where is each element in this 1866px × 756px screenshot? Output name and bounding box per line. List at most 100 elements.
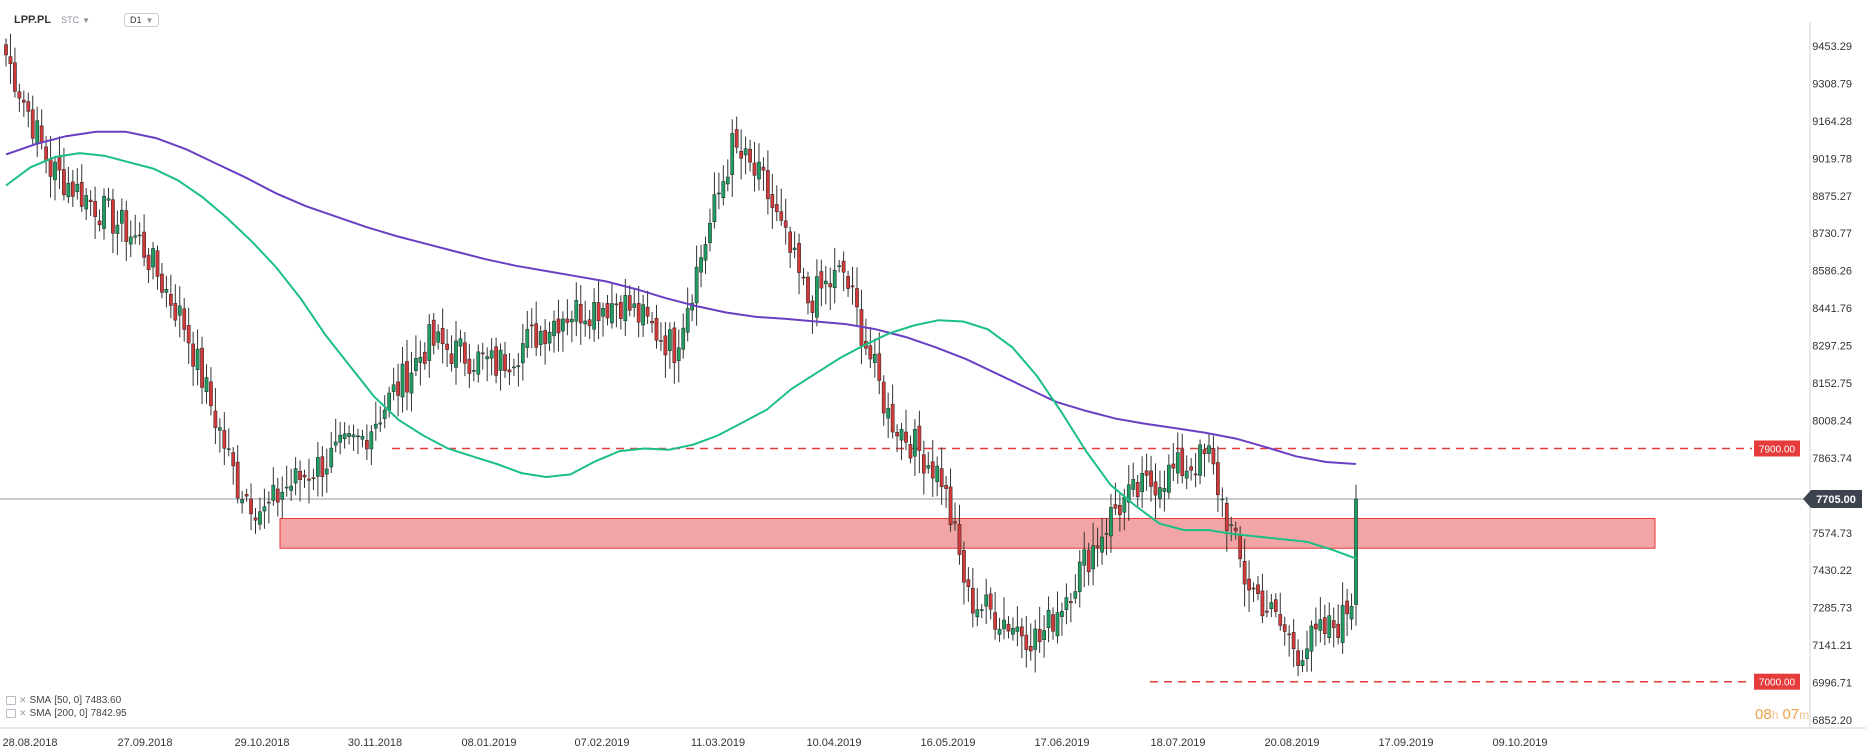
candle-body bbox=[516, 365, 521, 368]
candle-body bbox=[164, 288, 169, 293]
candle-body bbox=[774, 204, 779, 213]
candle-body bbox=[494, 346, 498, 376]
candle-body bbox=[1109, 507, 1113, 537]
candle-body bbox=[137, 234, 142, 237]
candle-body bbox=[708, 222, 712, 244]
candle-body bbox=[8, 56, 13, 65]
candle-body bbox=[877, 353, 882, 381]
candle-body bbox=[195, 348, 200, 370]
indicator-settings-icon[interactable] bbox=[6, 709, 16, 718]
candle-body bbox=[391, 384, 396, 392]
candle-body bbox=[1300, 660, 1305, 666]
indicator-settings-icon[interactable] bbox=[6, 696, 16, 705]
candle-body bbox=[347, 433, 351, 437]
candle-body bbox=[1042, 630, 1046, 640]
candle-body bbox=[525, 329, 530, 348]
candle-body bbox=[904, 431, 908, 443]
candle-body bbox=[302, 474, 307, 478]
candle-body bbox=[489, 350, 494, 359]
candle-body bbox=[819, 271, 824, 289]
candle-body bbox=[400, 363, 405, 398]
candle-body bbox=[213, 410, 218, 428]
candle-body bbox=[35, 120, 40, 144]
candle-body bbox=[280, 491, 285, 500]
candle-body bbox=[1011, 627, 1015, 635]
candle-body bbox=[899, 429, 904, 441]
candle-body bbox=[1314, 623, 1318, 630]
candle-body bbox=[823, 280, 828, 285]
chart-type-dropdown[interactable]: STC ▼ bbox=[61, 15, 90, 25]
y-tick-label: 8586.26 bbox=[1812, 266, 1852, 278]
candle-body bbox=[828, 283, 833, 288]
legend-sma50[interactable]: ✕ SMA [50, 0] 7483.60 bbox=[6, 694, 127, 707]
candle-body bbox=[1220, 498, 1225, 501]
candle-body bbox=[311, 477, 316, 479]
candle-body bbox=[409, 372, 414, 394]
legend-sma200-value: 7842.95 bbox=[90, 708, 127, 719]
y-tick-label: 7141.21 bbox=[1812, 640, 1852, 652]
x-tick-label: 17.06.2019 bbox=[1034, 737, 1089, 749]
candle-body bbox=[79, 182, 84, 207]
candle-body bbox=[962, 550, 966, 583]
candle-body bbox=[1296, 650, 1300, 666]
interval-dropdown[interactable]: D1 ▼ bbox=[124, 13, 160, 27]
candle-body bbox=[948, 486, 953, 525]
candle-body bbox=[57, 156, 62, 171]
candle-body bbox=[730, 133, 735, 175]
candle-body bbox=[93, 201, 97, 217]
remove-indicator-icon[interactable]: ✕ bbox=[19, 695, 27, 705]
candle-body bbox=[1229, 524, 1234, 527]
candle-body bbox=[748, 148, 752, 163]
candle-body bbox=[761, 166, 766, 171]
candle-body bbox=[249, 498, 253, 515]
candle-body bbox=[739, 151, 743, 159]
candle-body bbox=[561, 318, 565, 332]
remove-indicator-icon[interactable]: ✕ bbox=[19, 708, 27, 718]
candle-body bbox=[454, 340, 458, 368]
candle-body bbox=[1242, 560, 1247, 585]
candle-body bbox=[1091, 545, 1095, 570]
candle-body bbox=[717, 192, 721, 195]
candle-body bbox=[298, 470, 302, 480]
candle-body bbox=[1002, 619, 1006, 630]
candle-body bbox=[832, 270, 837, 288]
y-tick-label: 7863.74 bbox=[1812, 453, 1852, 465]
candle-body bbox=[445, 343, 449, 350]
legend-sma200[interactable]: ✕ SMA [200, 0] 7842.95 bbox=[6, 707, 127, 720]
candle-body bbox=[422, 351, 427, 364]
candle-body bbox=[1193, 473, 1198, 476]
candle-body bbox=[1082, 549, 1087, 566]
candle-body bbox=[1269, 602, 1274, 610]
candle-body bbox=[645, 306, 650, 317]
y-tick-label: 8152.75 bbox=[1812, 378, 1852, 390]
candle-body bbox=[806, 276, 810, 304]
candle-body bbox=[293, 468, 298, 484]
y-tick-label: 7574.73 bbox=[1812, 528, 1852, 540]
candle-body bbox=[1340, 605, 1345, 643]
candle-body bbox=[151, 248, 155, 268]
candle-body bbox=[610, 303, 614, 324]
candle-body bbox=[204, 377, 209, 392]
candle-body bbox=[614, 303, 619, 306]
candle-body bbox=[779, 211, 784, 221]
candle-body bbox=[855, 288, 859, 308]
candle-body bbox=[342, 433, 347, 440]
current-price-badge bbox=[1803, 490, 1862, 509]
x-tick-label: 27.09.2018 bbox=[117, 737, 172, 749]
candle-body bbox=[1015, 626, 1020, 632]
candle-body bbox=[1037, 628, 1042, 643]
candle-body bbox=[1028, 645, 1033, 652]
candle-body bbox=[534, 323, 539, 348]
symbol-label[interactable]: LPP.PL bbox=[14, 14, 52, 26]
candle-body bbox=[182, 308, 187, 330]
x-tick-label: 29.10.2018 bbox=[234, 737, 289, 749]
candle-body bbox=[1077, 561, 1082, 593]
chevron-down-icon: ▼ bbox=[145, 15, 154, 25]
candle-body bbox=[574, 299, 579, 322]
candle-body bbox=[565, 318, 570, 323]
candle-body bbox=[1046, 609, 1051, 629]
candle-body bbox=[908, 444, 913, 459]
candle-body bbox=[485, 356, 490, 360]
y-tick-label: 9019.78 bbox=[1812, 153, 1852, 165]
